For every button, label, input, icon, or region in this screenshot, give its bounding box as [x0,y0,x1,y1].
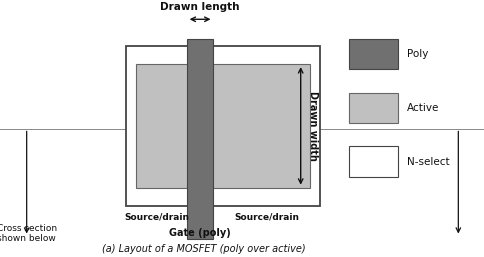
Bar [348,146,397,177]
Text: Drawn length: Drawn length [160,2,239,12]
Text: Poly: Poly [407,49,428,59]
Bar [186,39,213,239]
Bar [348,93,397,123]
Text: Drawn width: Drawn width [307,91,318,161]
Bar [126,46,319,206]
Text: Gate (poly): Gate (poly) [169,228,230,237]
Text: (a) Layout of a MOSFET (poly over active): (a) Layout of a MOSFET (poly over active… [102,244,305,254]
Text: N-select: N-select [407,157,449,167]
Bar [136,64,310,188]
Bar [348,39,397,69]
Text: Active: Active [407,103,439,113]
Text: Source/drain: Source/drain [123,213,189,222]
Text: Cross section
shown below: Cross section shown below [0,224,57,243]
Text: Source/drain: Source/drain [234,213,299,222]
